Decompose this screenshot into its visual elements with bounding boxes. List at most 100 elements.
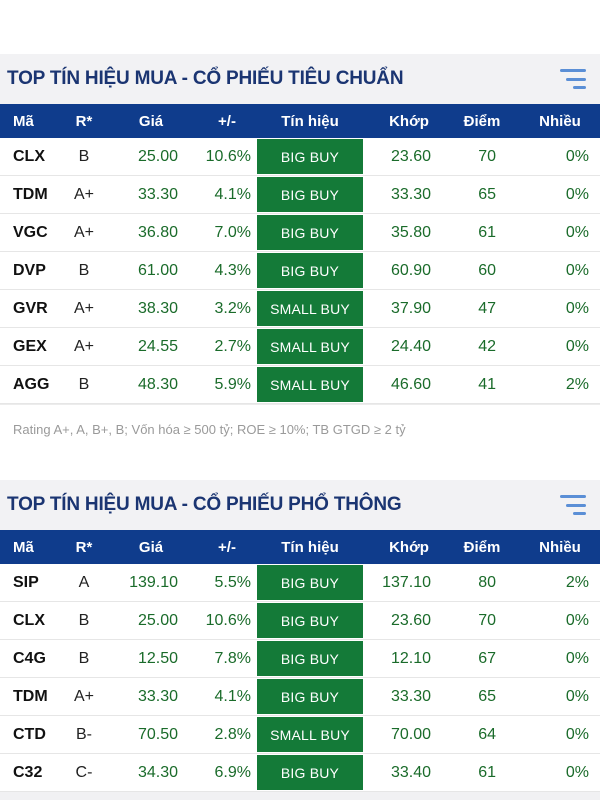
cell-price: 61.00 <box>137 261 178 279</box>
cell-change: 3.2% <box>214 299 251 317</box>
cell-matched: 33.40 <box>390 763 431 781</box>
table-row[interactable]: C4G B 12.50 7.8% BIG BUY 12.10 67 0% <box>0 640 600 678</box>
col-header-price[interactable]: Giá <box>138 112 164 130</box>
criteria-footnote: Rating A+, A, B+, B; Vốn hóa ≥ 500 tỷ; R… <box>0 404 600 454</box>
cell-change: 10.6% <box>205 147 251 165</box>
cell-rating: A <box>78 573 90 591</box>
col-header-rating[interactable]: R* <box>75 538 93 556</box>
cell-price: 70.50 <box>137 725 178 743</box>
col-header-matched[interactable]: Khớp <box>389 538 429 556</box>
cell-change: 10.6% <box>205 611 251 629</box>
cell-ticker: CTD <box>13 725 46 743</box>
table-row[interactable]: CLX B 25.00 10.6% BIG BUY 23.60 70 0% <box>0 138 600 176</box>
signal-badge[interactable]: SMALL BUY <box>257 329 363 364</box>
cell-matched: 12.10 <box>390 649 431 667</box>
cell-ticker: C4G <box>13 649 46 667</box>
cell-score: 80 <box>478 573 496 591</box>
table-row[interactable]: TDM A+ 33.30 4.1% BIG BUY 33.30 65 0% <box>0 678 600 716</box>
table-row[interactable]: CTD B- 70.50 2.8% SMALL BUY 70.00 64 0% <box>0 716 600 754</box>
table-row[interactable]: CLX B 25.00 10.6% BIG BUY 23.60 70 0% <box>0 602 600 640</box>
cell-noise: 0% <box>565 147 589 165</box>
cell-signal: BIG BUY <box>256 603 364 638</box>
col-header-score[interactable]: Điểm <box>463 112 501 130</box>
col-header-price[interactable]: Giá <box>138 538 164 556</box>
col-header-ma[interactable]: Mã <box>13 112 34 130</box>
signal-badge[interactable]: BIG BUY <box>257 565 363 600</box>
cell-score: 41 <box>478 375 496 393</box>
col-header-signal[interactable]: Tín hiệu <box>281 112 339 130</box>
section-common-stocks: TOP TÍN HIỆU MUA - CỔ PHIẾU PHỔ THÔNG Mã… <box>0 480 600 792</box>
cell-signal: BIG BUY <box>256 679 364 714</box>
cell-ticker: AGG <box>13 375 50 393</box>
signal-badge[interactable]: BIG BUY <box>257 755 363 790</box>
cell-change: 4.1% <box>214 185 251 203</box>
col-header-matched[interactable]: Khớp <box>389 112 429 130</box>
table-header: Mã R* Giá +/- Tín hiệu Khớp Điểm Nhiều <box>0 104 600 138</box>
signal-badge[interactable]: BIG BUY <box>257 253 363 288</box>
cell-signal: BIG BUY <box>256 641 364 676</box>
table-row[interactable]: TDM A+ 33.30 4.1% BIG BUY 33.30 65 0% <box>0 176 600 214</box>
col-header-change[interactable]: +/- <box>218 538 236 556</box>
col-header-noise[interactable]: Nhiều <box>539 112 581 130</box>
cell-price: 48.30 <box>137 375 178 393</box>
cell-price: 25.00 <box>137 147 178 165</box>
table-row[interactable]: C32 C- 34.30 6.9% BIG BUY 33.40 61 0% <box>0 754 600 792</box>
cell-signal: BIG BUY <box>256 177 364 212</box>
cell-score: 70 <box>478 611 496 629</box>
signal-badge[interactable]: SMALL BUY <box>257 367 363 402</box>
table-row[interactable]: SIP A 139.10 5.5% BIG BUY 137.10 80 2% <box>0 564 600 602</box>
cell-ticker: SIP <box>13 573 39 591</box>
signal-badge[interactable]: BIG BUY <box>257 139 363 174</box>
signal-badge[interactable]: BIG BUY <box>257 641 363 676</box>
cell-ticker: TDM <box>13 687 48 705</box>
cell-signal: SMALL BUY <box>256 329 364 364</box>
cell-ticker: TDM <box>13 185 48 203</box>
filter-menu-icon[interactable] <box>558 69 586 89</box>
cell-change: 4.3% <box>214 261 251 279</box>
signal-badge[interactable]: BIG BUY <box>257 679 363 714</box>
cell-noise: 0% <box>565 337 589 355</box>
cell-rating: A+ <box>73 185 94 203</box>
cell-noise: 2% <box>565 375 589 393</box>
col-header-change[interactable]: +/- <box>218 112 236 130</box>
signal-badge[interactable]: SMALL BUY <box>257 291 363 326</box>
table-row[interactable]: VGC A+ 36.80 7.0% BIG BUY 35.80 61 0% <box>0 214 600 252</box>
cell-ticker: CLX <box>13 147 45 165</box>
cell-price: 25.00 <box>137 611 178 629</box>
cell-price: 36.80 <box>137 223 178 241</box>
col-header-rating[interactable]: R* <box>75 112 93 130</box>
cell-matched: 33.30 <box>390 687 431 705</box>
signal-badge[interactable]: SMALL BUY <box>257 717 363 752</box>
cell-rating: A+ <box>73 337 94 355</box>
cell-matched: 24.40 <box>390 337 431 355</box>
cell-ticker: VGC <box>13 223 48 241</box>
filter-menu-icon[interactable] <box>558 495 586 515</box>
col-header-signal[interactable]: Tín hiệu <box>281 538 339 556</box>
cell-noise: 0% <box>565 649 589 667</box>
cell-score: 60 <box>478 261 496 279</box>
signal-badge[interactable]: BIG BUY <box>257 603 363 638</box>
table-row[interactable]: GEX A+ 24.55 2.7% SMALL BUY 24.40 42 0% <box>0 328 600 366</box>
cell-rating: B <box>78 261 90 279</box>
table-row[interactable]: AGG B 48.30 5.9% SMALL BUY 46.60 41 2% <box>0 366 600 404</box>
cell-noise: 0% <box>565 223 589 241</box>
signal-badge[interactable]: BIG BUY <box>257 215 363 250</box>
cell-signal: BIG BUY <box>256 139 364 174</box>
cell-price: 34.30 <box>137 763 178 781</box>
table-row[interactable]: GVR A+ 38.30 3.2% SMALL BUY 37.90 47 0% <box>0 290 600 328</box>
cell-score: 42 <box>478 337 496 355</box>
signal-badge[interactable]: BIG BUY <box>257 177 363 212</box>
col-header-score[interactable]: Điểm <box>463 538 501 556</box>
section-header: TOP TÍN HIỆU MUA - CỔ PHIẾU TIÊU CHUẨN <box>0 54 600 104</box>
cell-noise: 0% <box>565 763 589 781</box>
table-row[interactable]: DVP B 61.00 4.3% BIG BUY 60.90 60 0% <box>0 252 600 290</box>
cell-noise: 0% <box>565 185 589 203</box>
cell-score: 47 <box>478 299 496 317</box>
table-body: CLX B 25.00 10.6% BIG BUY 23.60 70 0% TDM A+ 33.30… <box>0 138 600 404</box>
cell-score: 64 <box>478 725 496 743</box>
cell-rating: B <box>78 611 90 629</box>
cell-price: 33.30 <box>137 185 178 203</box>
col-header-noise[interactable]: Nhiều <box>539 538 581 556</box>
cell-rating: A+ <box>73 687 94 705</box>
col-header-ma[interactable]: Mã <box>13 538 34 556</box>
